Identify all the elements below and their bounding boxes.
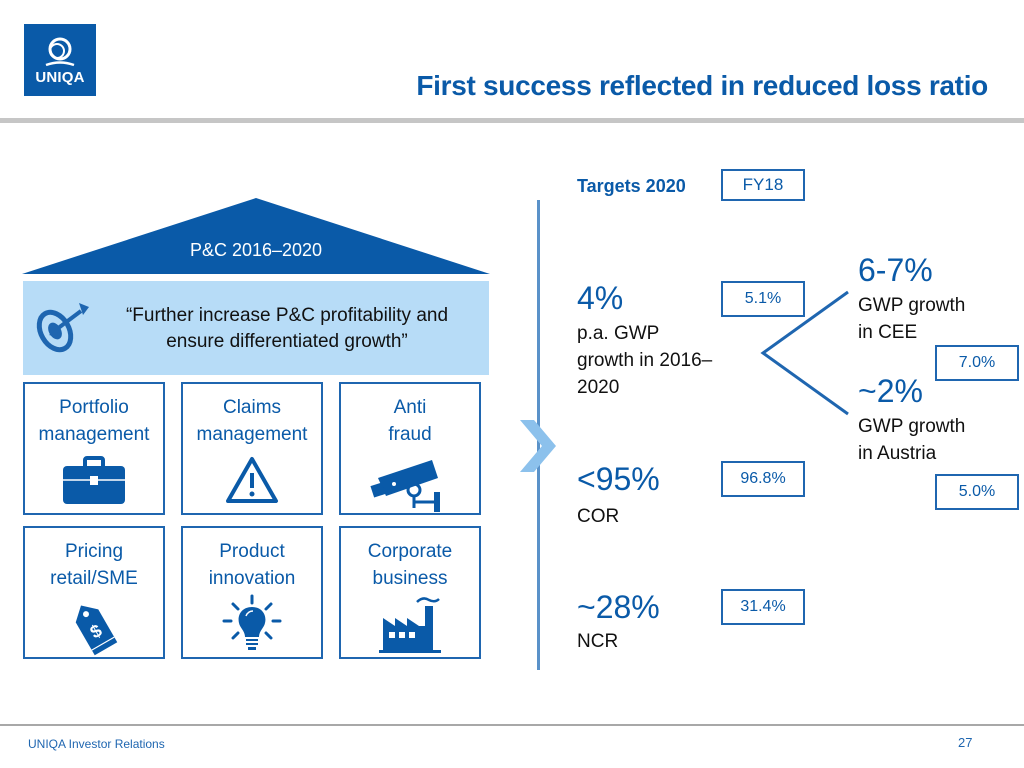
branch-connector bbox=[760, 290, 849, 416]
tile-anti-fraud: Anti fraud bbox=[339, 382, 481, 515]
austria-actual-box: 5.0% bbox=[935, 474, 1019, 510]
ncr-target: ~28% bbox=[577, 589, 660, 625]
cor-actual-box: 96.8% bbox=[721, 461, 805, 497]
cor-target: <95% bbox=[577, 461, 660, 497]
chevron-right-icon bbox=[520, 420, 556, 472]
tile-pricing-retail-sme: Pricing retail/SME $ bbox=[23, 526, 165, 659]
austria-target: ~2% bbox=[858, 373, 923, 409]
tile-label: Claims management bbox=[196, 397, 308, 445]
house-roof bbox=[22, 198, 490, 274]
tile-corporate-business: Corporate business bbox=[339, 526, 481, 659]
tile-label: Portfolio management bbox=[38, 397, 150, 445]
targets-header: Targets 2020 bbox=[577, 176, 686, 196]
fy18-label-box: FY18 bbox=[721, 169, 805, 201]
briefcase-icon bbox=[63, 456, 125, 504]
gwp-target: 4% bbox=[577, 280, 624, 316]
tile-label: Product innovation bbox=[208, 541, 296, 589]
logo-text: UNIQA bbox=[35, 69, 85, 86]
tile-label: Pricing retail/SME bbox=[50, 541, 138, 589]
price-tag-icon: $ bbox=[75, 605, 118, 656]
footer-divider bbox=[0, 724, 1024, 726]
factory-icon bbox=[379, 597, 441, 653]
tile-product-innovation: Product innovation bbox=[181, 526, 323, 659]
ncr-desc: NCR bbox=[577, 631, 619, 652]
cee-desc: GWP growth in CEE bbox=[858, 295, 966, 343]
mission-banner: “Further increase P&C profitability and … bbox=[23, 281, 489, 375]
mission-statement: “Further increase P&C profitability and … bbox=[125, 305, 449, 352]
ncr-actual-box: 31.4% bbox=[721, 589, 805, 625]
security-camera-icon bbox=[370, 460, 440, 512]
gwp-actual-box: 5.1% bbox=[721, 281, 805, 317]
page-number: 27 bbox=[958, 735, 973, 750]
cor-desc: COR bbox=[577, 506, 620, 527]
lightbulb-icon bbox=[222, 594, 282, 650]
title-divider bbox=[0, 118, 1024, 123]
uniqa-q-icon bbox=[45, 37, 75, 67]
austria-desc: GWP growth in Austria bbox=[858, 416, 966, 464]
roof-label: P&C 2016–2020 bbox=[189, 240, 323, 260]
tile-claims-management: Claims management bbox=[181, 382, 323, 515]
cee-actual-box: 7.0% bbox=[935, 345, 1019, 381]
page-title: First success reflected in reduced loss … bbox=[416, 70, 988, 101]
warning-icon bbox=[226, 457, 278, 503]
cee-target: 6-7% bbox=[858, 252, 933, 288]
gwp-desc: p.a. GWP growth in 2016– 2020 bbox=[577, 323, 713, 398]
tile-portfolio-management: Portfolio management bbox=[23, 382, 165, 515]
tile-label: Anti fraud bbox=[388, 397, 432, 445]
target-arrow-icon bbox=[36, 303, 89, 353]
uniqa-logo: UNIQA bbox=[24, 24, 96, 96]
tile-label: Corporate business bbox=[367, 541, 453, 589]
footer-label: UNIQA Investor Relations bbox=[28, 737, 165, 751]
